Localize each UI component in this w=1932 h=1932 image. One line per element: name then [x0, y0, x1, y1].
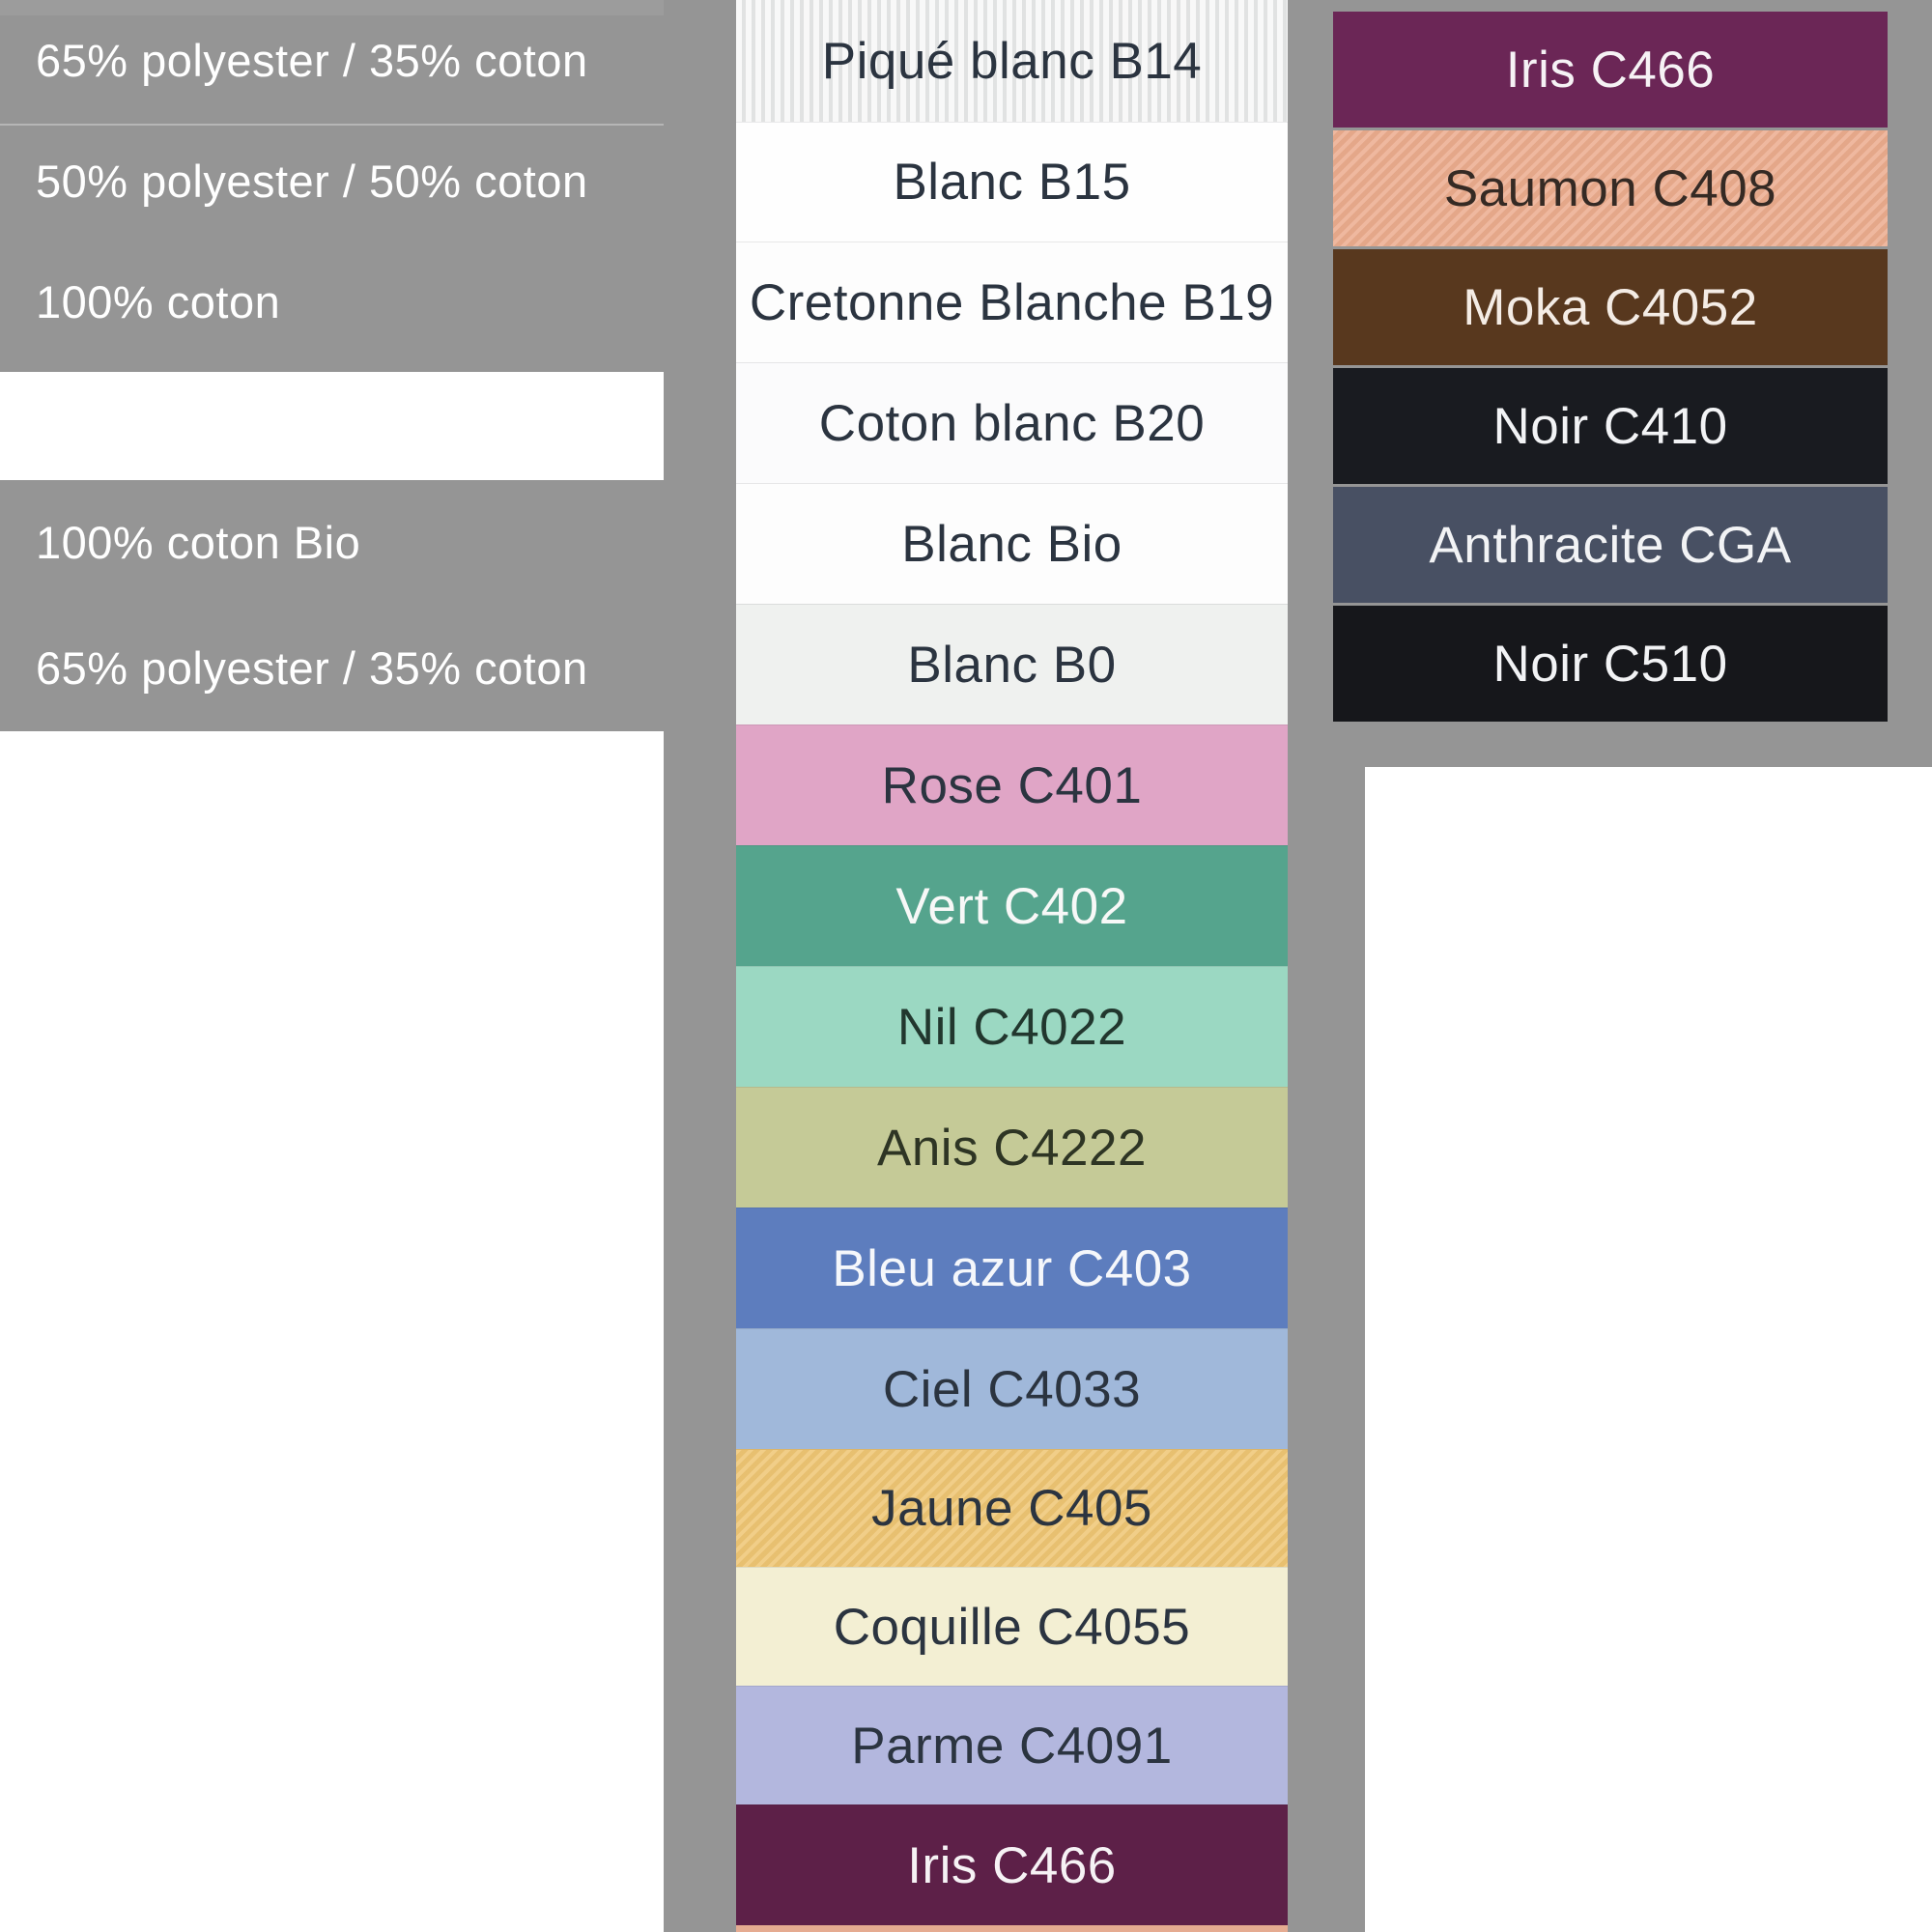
- panel-divider: [0, 124, 664, 126]
- swatch-pique-blanc-b14: Piqué blanc B14: [736, 0, 1288, 122]
- swatch-label: Saumon C408: [1443, 159, 1777, 217]
- composition-label-5: 65% polyester / 35% coton: [0, 604, 664, 731]
- swatch-rose-c401: Rose C401: [736, 724, 1288, 845]
- swatch-blanc-b15: Blanc B15: [736, 122, 1288, 242]
- swatch-cretonne-blanche-b19: Cretonne Blanche B19: [736, 242, 1288, 362]
- composition-text: 65% polyester / 35% coton: [36, 641, 588, 694]
- swatch-label: Noir C510: [1492, 635, 1728, 693]
- composition-label-4: 100% coton Bio: [0, 480, 664, 604]
- swatch-jaune-c405: Jaune C405: [736, 1449, 1288, 1567]
- swatch-iris-c466-right: Iris C466: [1333, 12, 1888, 128]
- swatch-label: Vert C402: [895, 877, 1128, 935]
- composition-text: 100% coton Bio: [36, 516, 361, 568]
- swatch-label: Parme C4091: [851, 1717, 1173, 1775]
- swatch-label: Piqué blanc B14: [821, 32, 1203, 90]
- swatch-label: Noir C410: [1492, 397, 1728, 455]
- swatch-label: Jaune C405: [871, 1480, 1152, 1537]
- bottom-right-white-area: [1365, 767, 1932, 1932]
- dark-color-swatch-column: Iris C466 Saumon C408 Moka C4052 Noir C4…: [1333, 12, 1888, 722]
- composition-text: 50% polyester / 50% coton: [36, 156, 588, 207]
- swatch-nil-c4022: Nil C4022: [736, 966, 1288, 1087]
- swatch-label: Iris C466: [1505, 41, 1716, 99]
- swatch-anis-c4222: Anis C4222: [736, 1087, 1288, 1208]
- swatch-label: Anis C4222: [876, 1119, 1147, 1177]
- composition-panel: 65% polyester / 35% coton 50% polyester …: [0, 0, 664, 731]
- swatch-label: Rose C401: [881, 756, 1143, 814]
- next-swatch-peek: [736, 1925, 1288, 1932]
- swatch-label: Cretonne Blanche B19: [749, 273, 1275, 331]
- white-and-color-swatch-column: Piqué blanc B14 Blanc B15 Cretonne Blanc…: [736, 0, 1288, 1932]
- bottom-left-white-area: [0, 731, 664, 1932]
- composition-text: 65% polyester / 35% coton: [36, 35, 588, 86]
- swatch-label: Blanc B0: [907, 636, 1117, 694]
- swatch-label: Ciel C4033: [882, 1360, 1142, 1418]
- swatch-coquille-c4055: Coquille C4055: [736, 1567, 1288, 1686]
- swatch-blanc-b0: Blanc B0: [736, 604, 1288, 724]
- composition-label-3: 100% coton: [0, 242, 664, 362]
- swatch-label: Bleu azur C403: [832, 1239, 1192, 1297]
- swatch-label: Coquille C4055: [833, 1598, 1191, 1656]
- swatch-label: Blanc Bio: [901, 515, 1122, 573]
- swatch-parme-c4091: Parme C4091: [736, 1686, 1288, 1804]
- swatch-vert-c402: Vert C402: [736, 845, 1288, 966]
- swatch-noir-c510: Noir C510: [1333, 606, 1888, 722]
- blank-white-band: [0, 372, 664, 480]
- swatch-iris-c466: Iris C466: [736, 1804, 1288, 1925]
- swatch-ciel-c4033: Ciel C4033: [736, 1328, 1288, 1449]
- swatch-anthracite-cga: Anthracite CGA: [1333, 487, 1888, 603]
- swatch-coton-blanc-b20: Coton blanc B20: [736, 362, 1288, 483]
- swatch-label: Coton blanc B20: [818, 394, 1206, 452]
- swatch-bleu-azur-c403: Bleu azur C403: [736, 1208, 1288, 1328]
- swatch-noir-c410: Noir C410: [1333, 368, 1888, 484]
- swatch-label: Nil C4022: [896, 998, 1127, 1056]
- swatch-saumon-c408: Saumon C408: [1333, 130, 1888, 246]
- panel-top-highlight: [0, 0, 664, 15]
- composition-label-1: 65% polyester / 35% coton: [0, 0, 664, 121]
- swatch-label: Iris C466: [907, 1836, 1117, 1894]
- swatch-label: Blanc B15: [893, 154, 1131, 211]
- swatch-label: Moka C4052: [1463, 278, 1758, 336]
- swatch-blanc-bio: Blanc Bio: [736, 483, 1288, 604]
- swatch-moka-c4052: Moka C4052: [1333, 249, 1888, 365]
- composition-text: 100% coton: [36, 276, 281, 327]
- swatch-label: Anthracite CGA: [1429, 516, 1792, 574]
- composition-label-2: 50% polyester / 50% coton: [0, 121, 664, 242]
